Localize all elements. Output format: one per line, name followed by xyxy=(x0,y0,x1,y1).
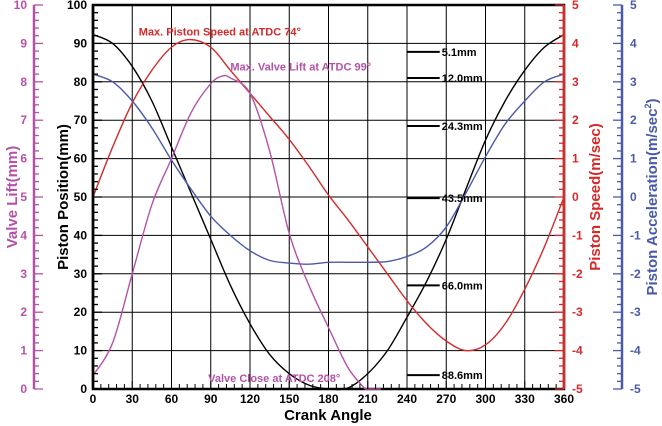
position-tick-label: 60 xyxy=(74,152,88,166)
accel-title-main: Piston Acceleration(m/sec xyxy=(644,109,661,296)
x-tick-label: 210 xyxy=(358,392,378,406)
accel-tick-label: 5 xyxy=(630,0,637,12)
position-axis-title: Piston Position(mm) xyxy=(55,124,72,270)
marker-label: 43.5mm xyxy=(442,193,483,205)
annotation: Valve Close at ATDC 208° xyxy=(208,373,340,385)
annotation: Max. Piston Speed at ATDC 74° xyxy=(139,27,301,39)
x-tick-label: 120 xyxy=(240,392,260,406)
accel-tick-label: 0 xyxy=(630,190,637,204)
position-tick-label: 20 xyxy=(74,305,88,319)
valve-curve xyxy=(92,74,381,390)
x-tick-label: 300 xyxy=(475,392,495,406)
x-tick-label: 180 xyxy=(318,392,338,406)
x-tick-label: 150 xyxy=(279,392,299,406)
annotation: Max. Valve Lift at ATDC 99° xyxy=(230,61,371,73)
x-tick-label: 30 xyxy=(126,392,140,406)
x-axis-title: Crank Angle xyxy=(284,407,372,424)
position-tick-label: 0 xyxy=(80,382,87,396)
position-tick-label: 80 xyxy=(74,75,88,89)
position-tick-label: 10 xyxy=(74,344,88,358)
valve-tick-label: 3 xyxy=(20,267,27,281)
valve-tick-label: 2 xyxy=(20,305,27,319)
valve-tick-label: 5 xyxy=(20,190,27,204)
accel-tick-label: 4 xyxy=(630,36,637,50)
accel-tick-label: 2 xyxy=(630,113,637,127)
accel-axis-title: Piston Acceleration(m/sec2) xyxy=(643,98,661,295)
speed-tick-label: 1 xyxy=(572,152,579,166)
valve-tick-label: 1 xyxy=(20,344,27,358)
valve-tick-label: 10 xyxy=(14,0,28,12)
speed-tick-label: 4 xyxy=(572,36,579,50)
accel-tick-label: 1 xyxy=(630,152,637,166)
x-tick-label: 90 xyxy=(204,392,218,406)
accel-title-end: ) xyxy=(644,98,661,103)
valve-tick-label: 4 xyxy=(20,228,27,242)
marker-label: 5.1mm xyxy=(442,47,477,59)
speed-tick-label: 3 xyxy=(572,75,579,89)
speed-tick-label: 5 xyxy=(572,0,579,12)
marker-label: 66.0mm xyxy=(442,280,483,292)
speed-tick-label: -3 xyxy=(572,305,583,319)
x-tick-label: 0 xyxy=(90,392,97,406)
position-tick-label: 90 xyxy=(74,36,88,50)
x-tick-label: 60 xyxy=(165,392,179,406)
speed-tick-label: -2 xyxy=(572,267,583,281)
accel-tick-label: -5 xyxy=(630,382,641,396)
x-tick-label: 360 xyxy=(554,392,574,406)
speed-tick-label: -5 xyxy=(572,382,583,396)
x-tick-label: 240 xyxy=(397,392,417,406)
speed-tick-label: 0 xyxy=(572,190,579,204)
position-tick-label: 70 xyxy=(74,113,88,127)
curves xyxy=(92,33,565,391)
position-tick-label: 40 xyxy=(74,228,88,242)
valve-axis-title: Valve Lift(mm) xyxy=(4,146,21,249)
valve-tick-label: 7 xyxy=(20,113,27,127)
position-tick-label: 50 xyxy=(74,190,88,204)
speed-curve xyxy=(92,38,565,352)
valve-tick-label: 6 xyxy=(20,152,27,166)
marker-label: 24.3mm xyxy=(442,121,483,133)
speed-axis-title: Piston Speed(m/sec) xyxy=(587,123,604,271)
accel-tick-label: -4 xyxy=(630,344,641,358)
accel-tick-label: -1 xyxy=(630,228,641,242)
speed-tick-label: -1 xyxy=(572,228,583,242)
speed-tick-label: 2 xyxy=(572,113,579,127)
position-tick-label: 30 xyxy=(74,267,88,281)
speed-tick-label: -4 xyxy=(572,344,583,358)
accel-tick-label: -2 xyxy=(630,267,641,281)
valve-tick-label: 0 xyxy=(20,382,27,396)
accel-tick-label: -3 xyxy=(630,305,641,319)
valve-tick-label: 9 xyxy=(20,36,27,50)
axes: 0 30 60 90 120 150 180 210 240 270 300 330 360012345… xyxy=(14,0,641,406)
marker-label: 12.0mm xyxy=(442,73,483,85)
accel-tick-label: 3 xyxy=(630,75,637,89)
position-tick-label: 100 xyxy=(67,0,87,12)
marker-label: 88.6mm xyxy=(442,370,483,382)
valve-tick-label: 8 xyxy=(20,75,27,89)
accel-title-sup: 2 xyxy=(643,103,653,108)
x-tick-label: 330 xyxy=(515,392,535,406)
x-tick-label: 270 xyxy=(436,392,456,406)
labels: 5.1mm 12.0mm 24.3mm 43.5mm 66.0mm 88.6mm Max. … xyxy=(139,27,483,385)
